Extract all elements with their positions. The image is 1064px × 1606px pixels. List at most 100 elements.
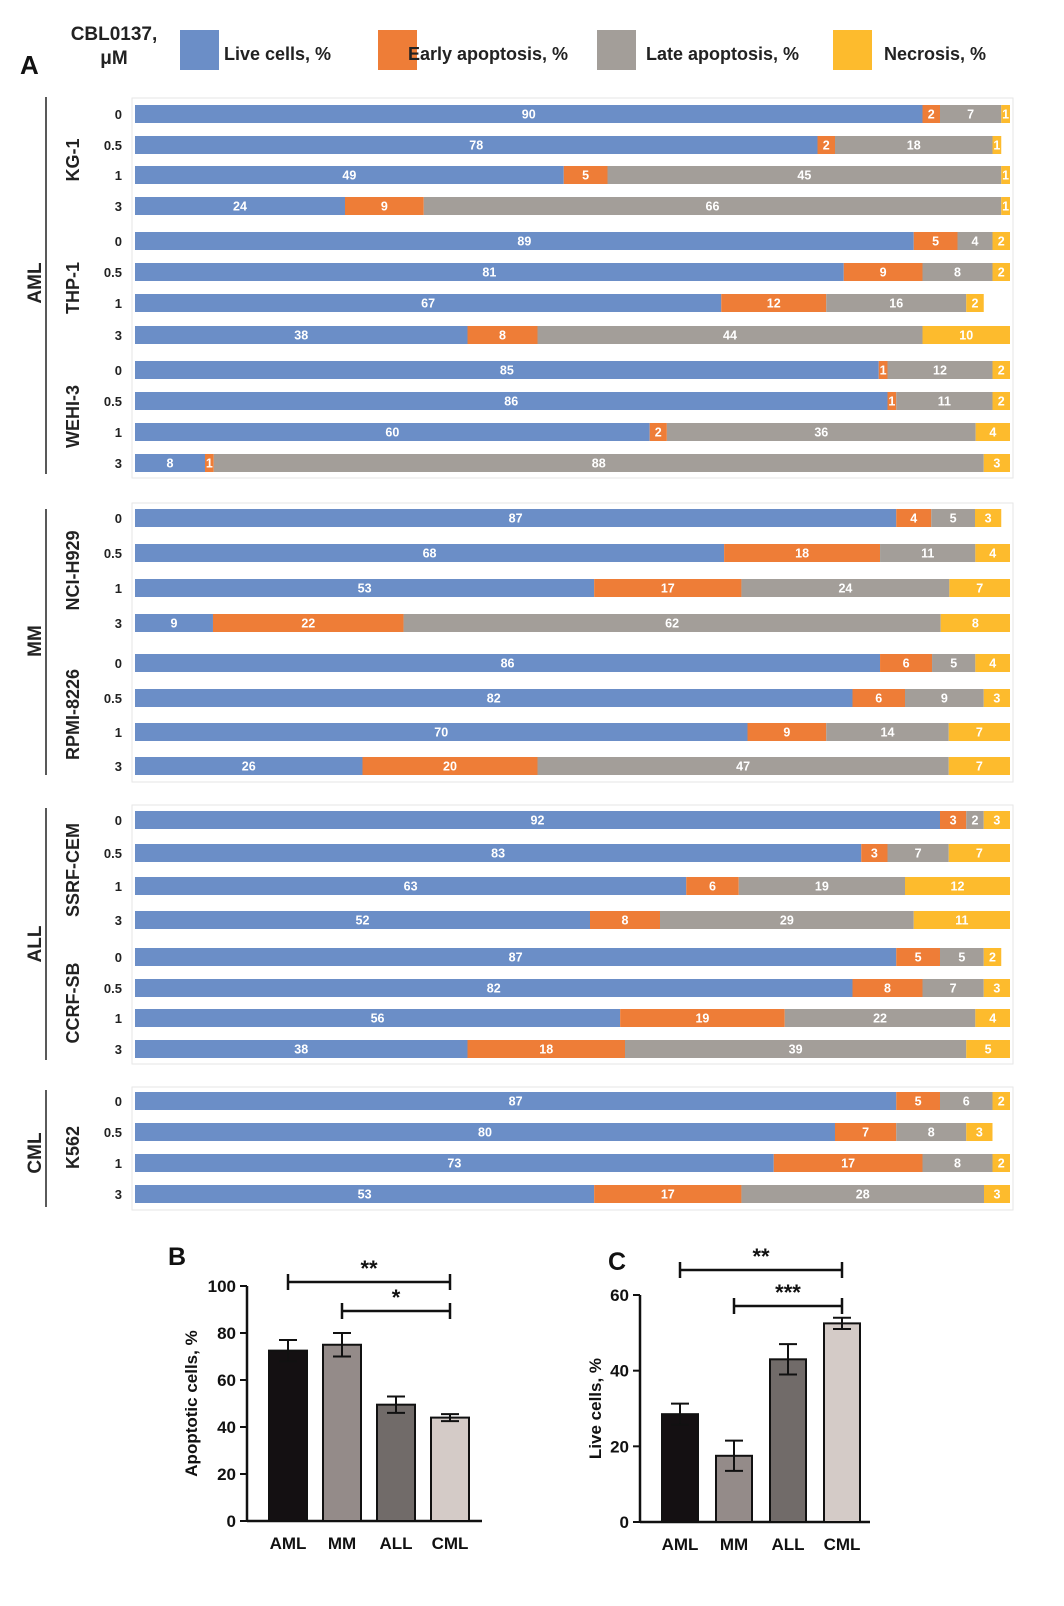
bar-segment-necrosis: [984, 1185, 1010, 1203]
panel-b-x-tick-label: MM: [328, 1534, 356, 1553]
bar-segment-necrosis: [992, 136, 1002, 154]
panel-b-y-tick-label: 60: [217, 1371, 236, 1390]
bar-segment-live: [135, 723, 748, 741]
bar-segment-live: [135, 844, 862, 862]
bar-segment-late: [666, 423, 976, 441]
bar-value-label: 4: [989, 657, 996, 671]
bar-value-label: 73: [447, 1157, 461, 1171]
bar-segment-early: [362, 757, 538, 775]
group-label: ALL: [25, 925, 46, 962]
bar-segment-live: [135, 544, 725, 562]
bar-value-label: 6: [875, 692, 882, 706]
bar-segment-early: [852, 979, 923, 997]
panel-c-bar-all: [769, 1358, 807, 1523]
cell-line-label: WEHI-3: [63, 385, 83, 448]
bar-segment-early: [843, 263, 923, 281]
bar-value-label: 4: [972, 235, 979, 249]
group-label: MM: [25, 625, 46, 657]
bar-segment-necrosis: [983, 948, 1002, 966]
bar-value-label: 45: [797, 169, 811, 183]
bar-segment-live: [135, 232, 914, 250]
bar-segment-late: [922, 979, 984, 997]
bar-segment-early: [467, 326, 538, 344]
bar-value-label: 36: [814, 426, 828, 440]
bar-value-label: 3: [993, 457, 1000, 471]
bar-segment-necrosis: [983, 811, 1010, 829]
panel-b-sig-label: *: [392, 1285, 401, 1310]
bar-segment-early: [880, 654, 933, 672]
bar-value-label: 3: [993, 814, 1000, 828]
bar-value-label: 9: [381, 200, 388, 214]
group-label: AML: [25, 262, 46, 304]
bar-segment-early: [913, 232, 958, 250]
bar-value-label: 2: [998, 1157, 1005, 1171]
panel-b-x-tick-label: AML: [270, 1534, 307, 1553]
bar-value-label: 5: [950, 512, 957, 526]
dose-label: 3: [115, 1042, 122, 1057]
bar-segment-necrosis: [992, 263, 1010, 281]
dose-label: 0.5: [104, 691, 122, 706]
dose-label: 0: [115, 363, 122, 378]
legend-label-necrosis: Necrosis, %: [884, 44, 986, 64]
panel-b-bar-aml: [268, 1349, 308, 1522]
bar-value-label: 17: [841, 1157, 855, 1171]
bar-segment-live: [135, 166, 564, 184]
bar-value-label: 12: [767, 297, 781, 311]
cell-line-label: CCRF-SB: [63, 963, 83, 1044]
panel-label-a: A: [20, 50, 39, 80]
bar-value-label: 6: [709, 880, 716, 894]
bar-value-label: 11: [955, 914, 968, 928]
bar-value-label: 11: [921, 547, 934, 561]
bar-value-label: 11: [938, 395, 951, 409]
bar-value-label: 20: [443, 760, 457, 774]
bar-value-label: 82: [487, 692, 501, 706]
dose-label: 0.5: [104, 138, 122, 153]
bar-value-label: 88: [592, 457, 606, 471]
bar-segment-live: [135, 105, 923, 123]
bar-value-label: 8: [954, 1157, 961, 1171]
bar-value-label: 2: [998, 266, 1005, 280]
dose-label: 0.5: [104, 846, 122, 861]
legend-dose-label: CBL0137,: [71, 24, 158, 45]
bar-segment-late: [835, 136, 993, 154]
bar-segment-necrosis: [948, 757, 1010, 775]
bar-value-label: 47: [736, 760, 750, 774]
bar-value-label: 9: [171, 617, 178, 631]
bar-segment-live: [135, 948, 897, 966]
panel-b-y-tick-label: 80: [217, 1324, 236, 1343]
bar-segment-late: [887, 361, 993, 379]
bar-segment-late: [896, 392, 993, 410]
bar-value-label: 1: [1002, 169, 1009, 183]
bar-value-label: 8: [972, 617, 979, 631]
bar-segment-late: [887, 844, 949, 862]
bar-value-label: 2: [655, 426, 662, 440]
dose-label: 0.5: [104, 546, 122, 561]
bar-value-label: 1: [1002, 108, 1009, 122]
bar-segment-necrosis: [975, 654, 1010, 672]
bar-segment-late: [922, 263, 993, 281]
legend-dose-unit: μM: [100, 48, 127, 69]
bar-segment-necrosis: [940, 614, 1010, 632]
bar-segment-necrosis: [992, 1092, 1010, 1110]
bar-segment-early: [212, 614, 404, 632]
bar-segment-early: [861, 844, 888, 862]
bar-value-label: 5: [958, 951, 965, 965]
bar-value-label: 9: [941, 692, 948, 706]
bar-value-label: 83: [491, 847, 505, 861]
bar-value-label: 7: [862, 1126, 869, 1140]
bar-segment-live: [135, 689, 853, 707]
dose-label: 3: [115, 199, 122, 214]
bar-value-label: 3: [994, 1188, 1001, 1202]
bar-segment-necrosis: [905, 877, 1010, 895]
bar-value-label: 4: [989, 1012, 996, 1026]
bar-value-label: 5: [985, 1043, 992, 1057]
bar-value-label: 28: [856, 1188, 870, 1202]
legend-label-late: Late apoptosis, %: [646, 44, 799, 64]
bar-value-label: 7: [967, 108, 974, 122]
panel-label-c: C: [608, 1248, 626, 1276]
bar-value-label: 5: [915, 1095, 922, 1109]
legend-swatch-live: [180, 30, 219, 70]
bar-segment-early: [649, 423, 667, 441]
bar-segment-early: [747, 723, 827, 741]
bar-value-label: 86: [504, 395, 518, 409]
